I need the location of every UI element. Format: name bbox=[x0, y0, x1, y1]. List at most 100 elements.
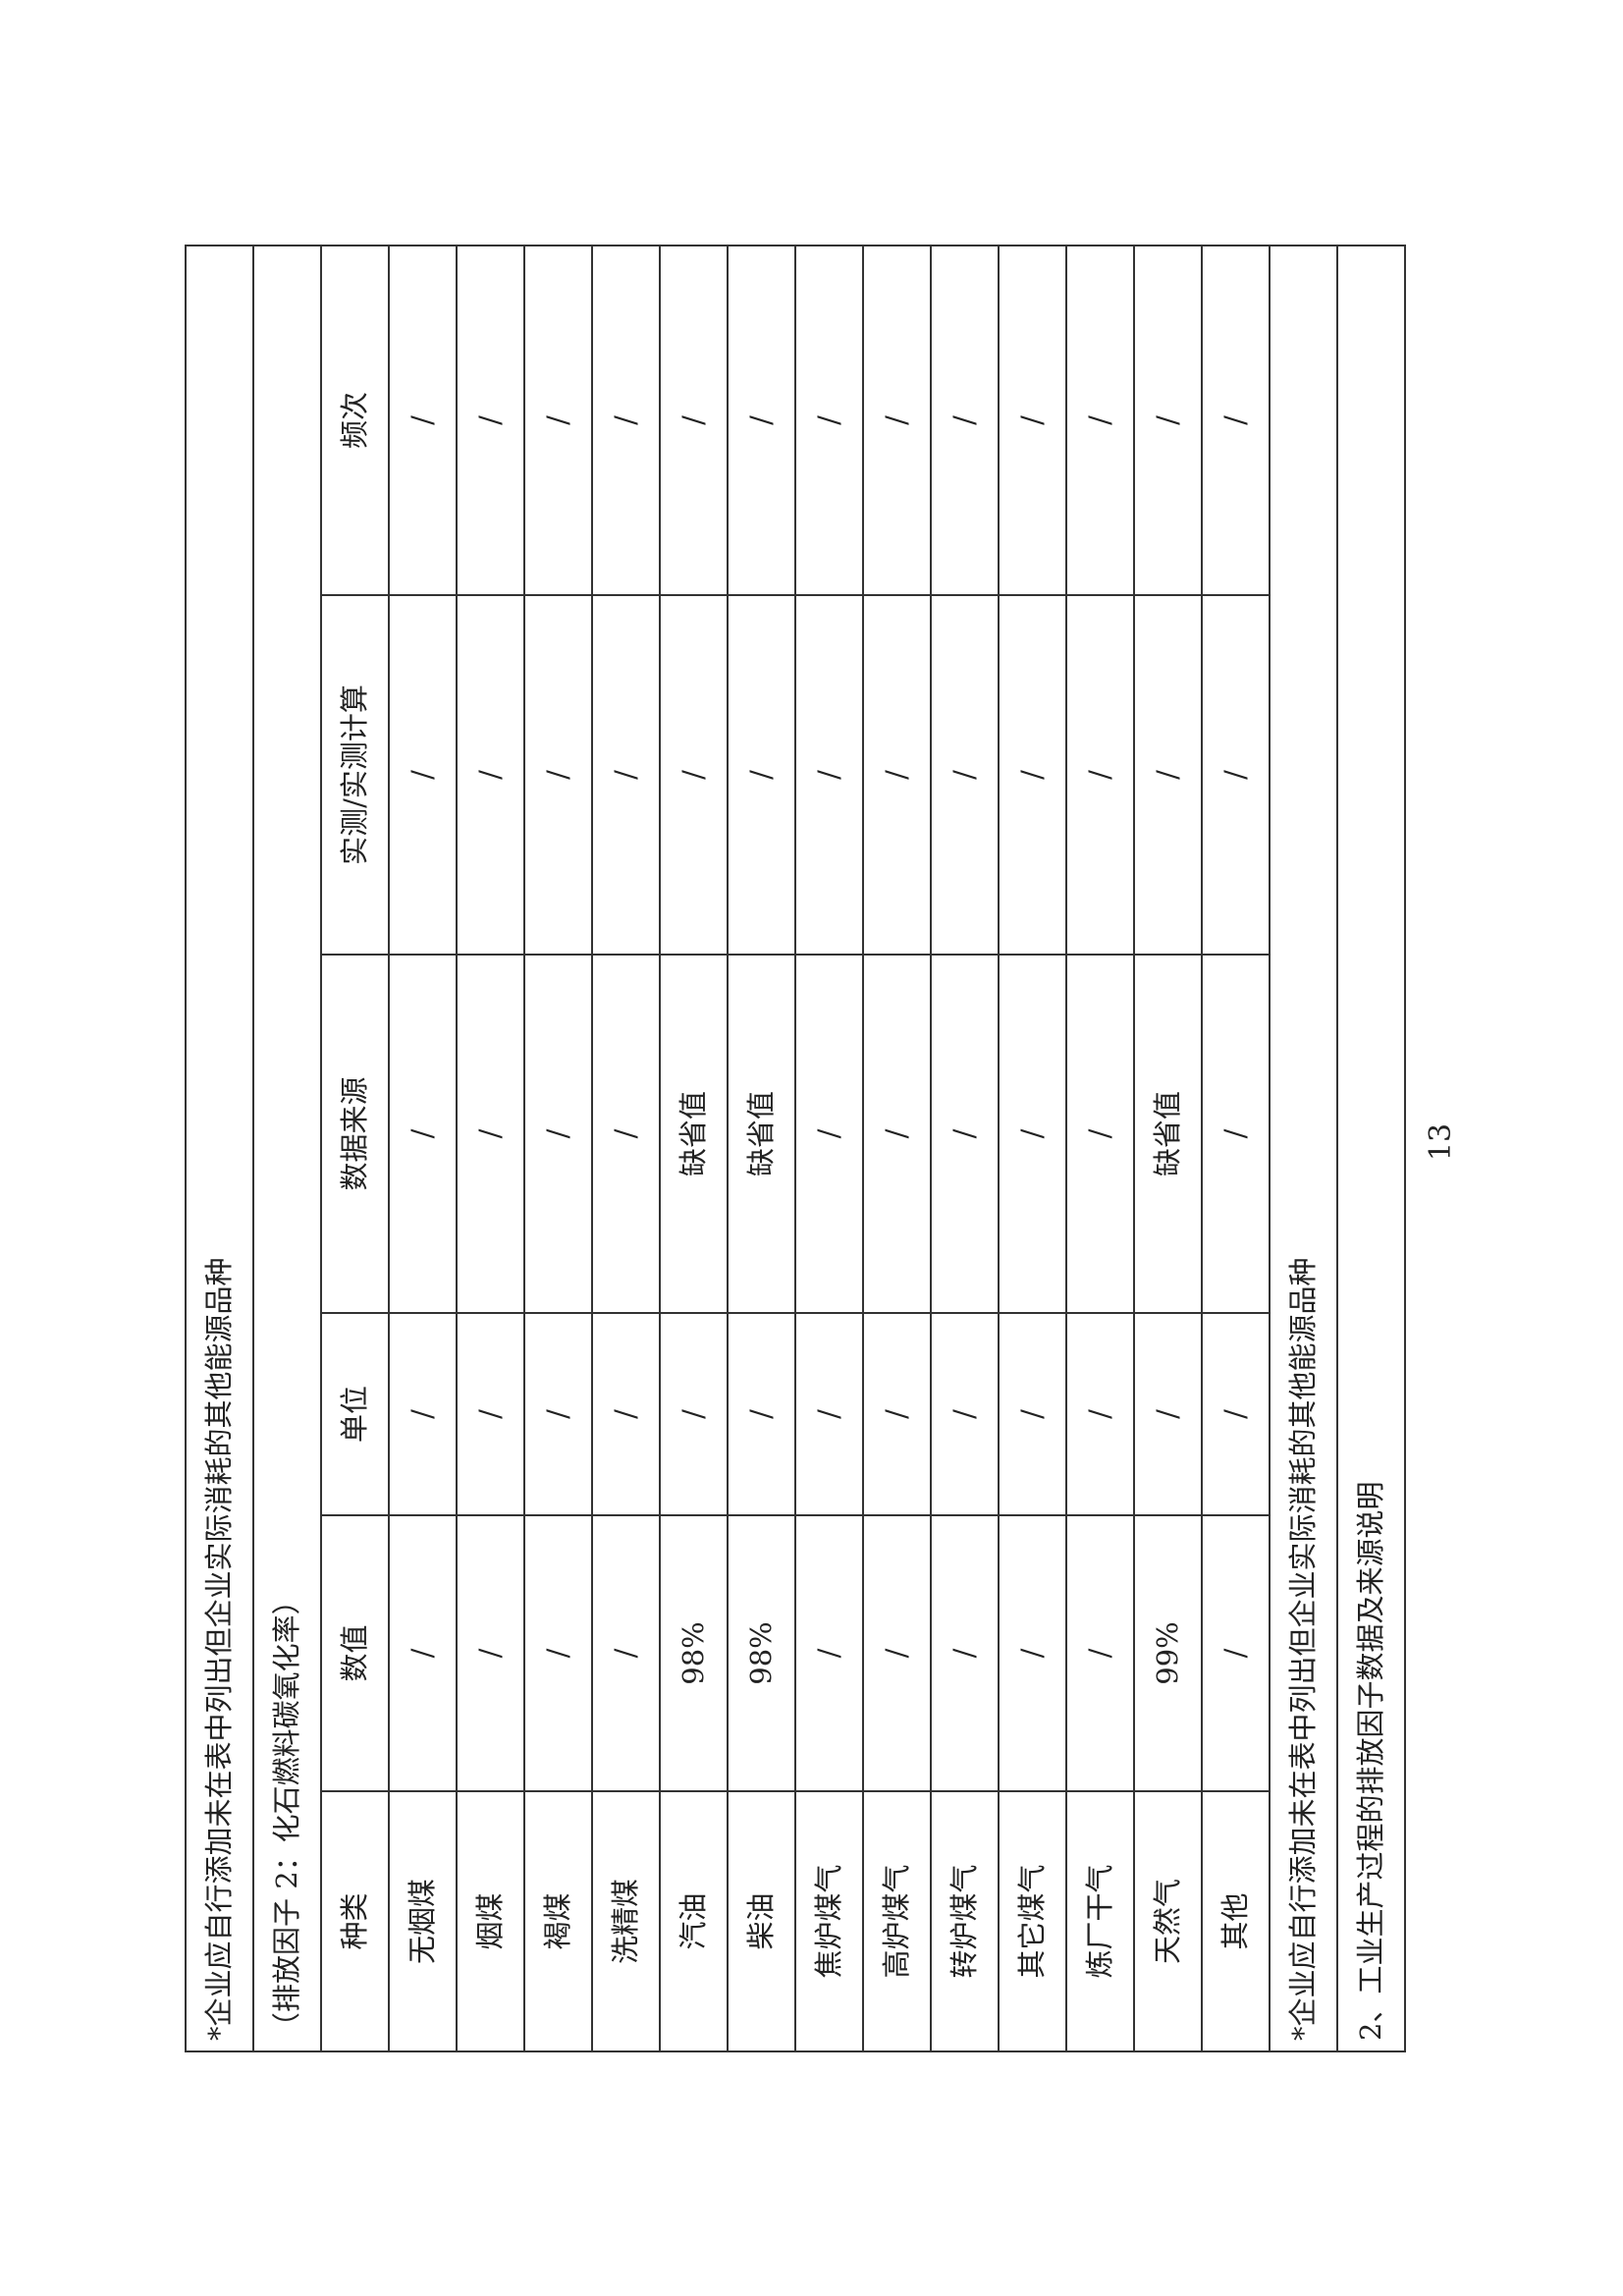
cell-type: 焦炉煤气 bbox=[795, 1791, 863, 2051]
cell-source: / bbox=[389, 955, 457, 1313]
cell-unit: / bbox=[728, 1313, 795, 1515]
cell-type: 其他 bbox=[1202, 1791, 1270, 2051]
cell-type: 褐煤 bbox=[524, 1791, 592, 2051]
header-type: 种类 bbox=[321, 1791, 389, 2051]
table-row: 炼厂干气 / / / / / bbox=[1066, 245, 1134, 2051]
cell-unit: / bbox=[389, 1313, 457, 1515]
cell-unit: / bbox=[999, 1313, 1066, 1515]
cell-measured: / bbox=[795, 595, 863, 955]
page-number: 13 bbox=[1424, 1122, 1458, 1162]
cell-source: / bbox=[457, 955, 524, 1313]
cell-value: / bbox=[1066, 1515, 1134, 1791]
cell-value: / bbox=[1202, 1515, 1270, 1791]
cell-measured: / bbox=[931, 595, 999, 955]
cell-value: / bbox=[863, 1515, 931, 1791]
table-row: 其他 / / / / / bbox=[1202, 245, 1270, 2051]
header-source: 数据来源 bbox=[321, 955, 389, 1313]
cell-measured: / bbox=[1202, 595, 1270, 955]
cell-unit: / bbox=[863, 1313, 931, 1515]
cell-source: / bbox=[795, 955, 863, 1313]
cell-value: / bbox=[795, 1515, 863, 1791]
cell-unit: / bbox=[660, 1313, 728, 1515]
table-row: 汽油 98% / 缺省值 / / bbox=[660, 245, 728, 2051]
cell-value: / bbox=[457, 1515, 524, 1791]
cell-value: / bbox=[999, 1515, 1066, 1791]
cell-source: / bbox=[931, 955, 999, 1313]
note-bottom-row: *企业应自行添加未在表中列出但企业实际消耗的其他能源品种 bbox=[1270, 245, 1337, 2051]
cell-type: 洗精煤 bbox=[592, 1791, 660, 2051]
cell-type: 其它煤气 bbox=[999, 1791, 1066, 2051]
cell-value: 98% bbox=[728, 1515, 795, 1791]
cell-measured: / bbox=[592, 595, 660, 955]
cell-frequency: / bbox=[524, 245, 592, 595]
cell-type: 天然气 bbox=[1134, 1791, 1202, 2051]
cell-type: 转炉煤气 bbox=[931, 1791, 999, 2051]
cell-unit: / bbox=[795, 1313, 863, 1515]
note-top: *企业应自行添加未在表中列出但企业实际消耗的其他能源品种 bbox=[186, 245, 253, 2051]
cell-source: / bbox=[1202, 955, 1270, 1313]
cell-measured: / bbox=[728, 595, 795, 955]
table-row: 无烟煤 / / / / / bbox=[389, 245, 457, 2051]
cell-value: / bbox=[931, 1515, 999, 1791]
cell-frequency: / bbox=[795, 245, 863, 595]
cell-measured: / bbox=[863, 595, 931, 955]
cell-frequency: / bbox=[999, 245, 1066, 595]
table-row: 柴油 98% / 缺省值 / / bbox=[728, 245, 795, 2051]
cell-unit: / bbox=[931, 1313, 999, 1515]
cell-frequency: / bbox=[728, 245, 795, 595]
cell-type: 烟煤 bbox=[457, 1791, 524, 2051]
cell-measured: / bbox=[999, 595, 1066, 955]
cell-value: / bbox=[592, 1515, 660, 1791]
table-row: 其它煤气 / / / / / bbox=[999, 245, 1066, 2051]
header-frequency: 频次 bbox=[321, 245, 389, 595]
section-heading: 2、工业生产过程的排放因子数据及来源说明 bbox=[1337, 245, 1405, 2051]
cell-frequency: / bbox=[1202, 245, 1270, 595]
note-row-top: *企业应自行添加未在表中列出但企业实际消耗的其他能源品种 bbox=[186, 245, 253, 2051]
table-row: 褐煤 / / / / / bbox=[524, 245, 592, 2051]
rotated-page-content: *企业应自行添加未在表中列出但企业实际消耗的其他能源品种 （排放因子 2：化石燃… bbox=[185, 245, 1406, 2052]
emission-factor-table: *企业应自行添加未在表中列出但企业实际消耗的其他能源品种 （排放因子 2：化石燃… bbox=[185, 245, 1406, 2052]
cell-unit: / bbox=[457, 1313, 524, 1515]
cell-unit: / bbox=[524, 1313, 592, 1515]
table-row: 焦炉煤气 / / / / / bbox=[795, 245, 863, 2051]
cell-source: / bbox=[592, 955, 660, 1313]
cell-measured: / bbox=[1066, 595, 1134, 955]
section-heading-row: 2、工业生产过程的排放因子数据及来源说明 bbox=[1337, 245, 1405, 2051]
cell-frequency: / bbox=[1066, 245, 1134, 595]
cell-frequency: / bbox=[931, 245, 999, 595]
title-row: （排放因子 2：化石燃料碳氧化率） bbox=[253, 245, 321, 2051]
cell-frequency: / bbox=[592, 245, 660, 595]
cell-measured: / bbox=[660, 595, 728, 955]
cell-type: 高炉煤气 bbox=[863, 1791, 931, 2051]
cell-measured: / bbox=[1134, 595, 1202, 955]
note-bottom: *企业应自行添加未在表中列出但企业实际消耗的其他能源品种 bbox=[1270, 245, 1337, 2051]
cell-value: / bbox=[389, 1515, 457, 1791]
cell-frequency: / bbox=[389, 245, 457, 595]
cell-source: 缺省值 bbox=[728, 955, 795, 1313]
cell-source: / bbox=[524, 955, 592, 1313]
cell-type: 柴油 bbox=[728, 1791, 795, 2051]
table-row: 转炉煤气 / / / / / bbox=[931, 245, 999, 2051]
cell-frequency: / bbox=[863, 245, 931, 595]
table-row: 高炉煤气 / / / / / bbox=[863, 245, 931, 2051]
table-title: （排放因子 2：化石燃料碳氧化率） bbox=[253, 245, 321, 2051]
table-row: 天然气 99% / 缺省值 / / bbox=[1134, 245, 1202, 2051]
cell-unit: / bbox=[1202, 1313, 1270, 1515]
cell-type: 汽油 bbox=[660, 1791, 728, 2051]
cell-value: 98% bbox=[660, 1515, 728, 1791]
header-measured: 实测/实测计算 bbox=[321, 595, 389, 955]
cell-unit: / bbox=[592, 1313, 660, 1515]
cell-measured: / bbox=[524, 595, 592, 955]
cell-source: / bbox=[999, 955, 1066, 1313]
cell-frequency: / bbox=[660, 245, 728, 595]
cell-source: / bbox=[863, 955, 931, 1313]
cell-measured: / bbox=[389, 595, 457, 955]
cell-source: / bbox=[1066, 955, 1134, 1313]
header-row: 种类 数值 单位 数据来源 实测/实测计算 频次 bbox=[321, 245, 389, 2051]
cell-source: 缺省值 bbox=[1134, 955, 1202, 1313]
cell-value: 99% bbox=[1134, 1515, 1202, 1791]
header-unit: 单位 bbox=[321, 1313, 389, 1515]
header-value: 数值 bbox=[321, 1515, 389, 1791]
cell-frequency: / bbox=[457, 245, 524, 595]
cell-source: 缺省值 bbox=[660, 955, 728, 1313]
